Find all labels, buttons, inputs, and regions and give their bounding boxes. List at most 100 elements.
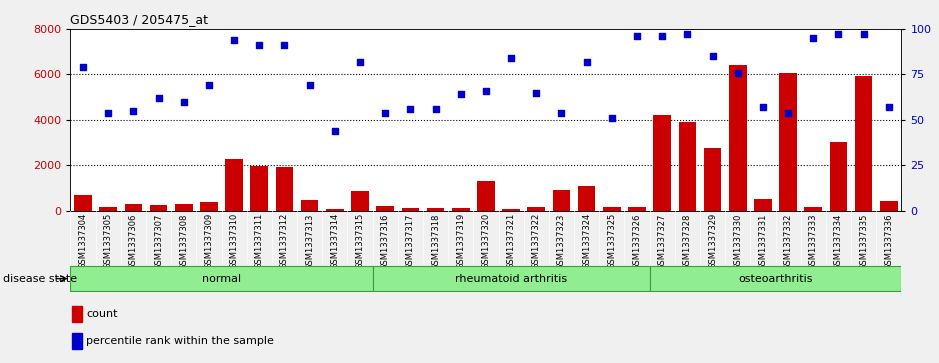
Point bbox=[252, 42, 267, 48]
Bar bbox=[276, 167, 293, 211]
Point bbox=[629, 33, 644, 39]
Text: GSM1337308: GSM1337308 bbox=[179, 213, 188, 270]
Text: GSM1337326: GSM1337326 bbox=[633, 213, 641, 270]
Text: normal: normal bbox=[202, 274, 241, 284]
Text: GSM1337313: GSM1337313 bbox=[305, 213, 315, 270]
Point bbox=[554, 110, 569, 115]
Point bbox=[831, 32, 846, 37]
Text: GSM1337333: GSM1337333 bbox=[808, 213, 818, 270]
Text: GSM1337304: GSM1337304 bbox=[79, 213, 87, 269]
Text: osteoarthritis: osteoarthritis bbox=[738, 274, 813, 284]
Bar bbox=[149, 205, 167, 211]
Bar bbox=[703, 148, 721, 211]
Bar bbox=[830, 143, 847, 211]
Point bbox=[605, 115, 620, 121]
Bar bbox=[200, 202, 218, 211]
Text: GSM1337322: GSM1337322 bbox=[531, 213, 541, 269]
Text: GSM1337324: GSM1337324 bbox=[582, 213, 592, 269]
FancyBboxPatch shape bbox=[373, 266, 650, 291]
Point bbox=[780, 110, 795, 115]
Text: GSM1337330: GSM1337330 bbox=[733, 213, 742, 270]
Point bbox=[226, 37, 241, 43]
Text: GSM1337311: GSM1337311 bbox=[254, 213, 264, 269]
Point bbox=[856, 32, 871, 37]
Text: GSM1337315: GSM1337315 bbox=[356, 213, 364, 269]
FancyBboxPatch shape bbox=[650, 266, 901, 291]
Bar bbox=[477, 181, 495, 211]
Text: GSM1337321: GSM1337321 bbox=[507, 213, 516, 269]
Point bbox=[403, 106, 418, 112]
Bar bbox=[729, 65, 747, 211]
Point bbox=[302, 82, 317, 88]
Text: GSM1337316: GSM1337316 bbox=[380, 213, 390, 270]
Text: GSM1337317: GSM1337317 bbox=[406, 213, 415, 270]
Text: GSM1337319: GSM1337319 bbox=[456, 213, 465, 269]
Bar bbox=[402, 208, 419, 211]
Bar bbox=[74, 195, 92, 211]
Text: GSM1337305: GSM1337305 bbox=[103, 213, 113, 269]
Point bbox=[756, 104, 771, 110]
Bar bbox=[654, 115, 671, 211]
Text: GSM1337306: GSM1337306 bbox=[129, 213, 138, 270]
Point bbox=[328, 128, 343, 134]
Text: GSM1337307: GSM1337307 bbox=[154, 213, 163, 270]
Point bbox=[454, 91, 469, 97]
Point bbox=[529, 90, 544, 95]
Text: GSM1337312: GSM1337312 bbox=[280, 213, 289, 269]
Text: percentile rank within the sample: percentile rank within the sample bbox=[86, 336, 274, 346]
Text: GSM1337336: GSM1337336 bbox=[885, 213, 893, 270]
Bar bbox=[528, 207, 546, 211]
Point bbox=[479, 88, 494, 94]
Bar bbox=[72, 333, 82, 349]
Bar bbox=[125, 204, 142, 211]
Bar bbox=[300, 200, 318, 211]
Point bbox=[151, 95, 166, 101]
Bar bbox=[225, 159, 243, 211]
Bar bbox=[377, 207, 394, 211]
Point bbox=[75, 64, 90, 70]
Text: count: count bbox=[86, 309, 117, 319]
Text: GSM1337320: GSM1337320 bbox=[482, 213, 490, 269]
Bar bbox=[251, 166, 269, 211]
Bar bbox=[72, 306, 82, 322]
Point bbox=[680, 32, 695, 37]
Point bbox=[100, 110, 115, 115]
Text: GSM1337323: GSM1337323 bbox=[557, 213, 566, 270]
Bar bbox=[779, 73, 797, 211]
Point bbox=[806, 35, 821, 41]
Bar bbox=[502, 209, 520, 211]
Text: GSM1337335: GSM1337335 bbox=[859, 213, 869, 270]
Point bbox=[579, 59, 594, 65]
Point bbox=[277, 42, 292, 48]
Point bbox=[882, 104, 897, 110]
Point bbox=[731, 70, 746, 76]
Bar bbox=[679, 122, 696, 211]
Bar bbox=[100, 207, 117, 211]
Point bbox=[503, 55, 518, 61]
Text: GSM1337327: GSM1337327 bbox=[657, 213, 667, 270]
Text: GSM1337328: GSM1337328 bbox=[683, 213, 692, 270]
Text: disease state: disease state bbox=[3, 274, 77, 284]
Bar bbox=[880, 201, 898, 211]
FancyBboxPatch shape bbox=[70, 266, 373, 291]
Point bbox=[352, 59, 367, 65]
Bar bbox=[603, 207, 621, 211]
Bar bbox=[426, 208, 444, 211]
Bar bbox=[452, 208, 470, 211]
Bar bbox=[628, 207, 646, 211]
Bar bbox=[577, 185, 595, 211]
Point bbox=[202, 82, 217, 88]
Bar bbox=[754, 199, 772, 211]
Point bbox=[654, 33, 670, 39]
Text: GSM1337318: GSM1337318 bbox=[431, 213, 440, 270]
Point bbox=[377, 110, 393, 115]
Bar bbox=[351, 191, 369, 211]
Point bbox=[705, 53, 720, 59]
Text: GDS5403 / 205475_at: GDS5403 / 205475_at bbox=[70, 13, 208, 26]
Text: GSM1337310: GSM1337310 bbox=[230, 213, 239, 269]
Point bbox=[428, 106, 443, 112]
Text: GSM1337309: GSM1337309 bbox=[205, 213, 213, 269]
Text: GSM1337334: GSM1337334 bbox=[834, 213, 843, 270]
Point bbox=[177, 99, 192, 105]
Point bbox=[126, 108, 141, 114]
